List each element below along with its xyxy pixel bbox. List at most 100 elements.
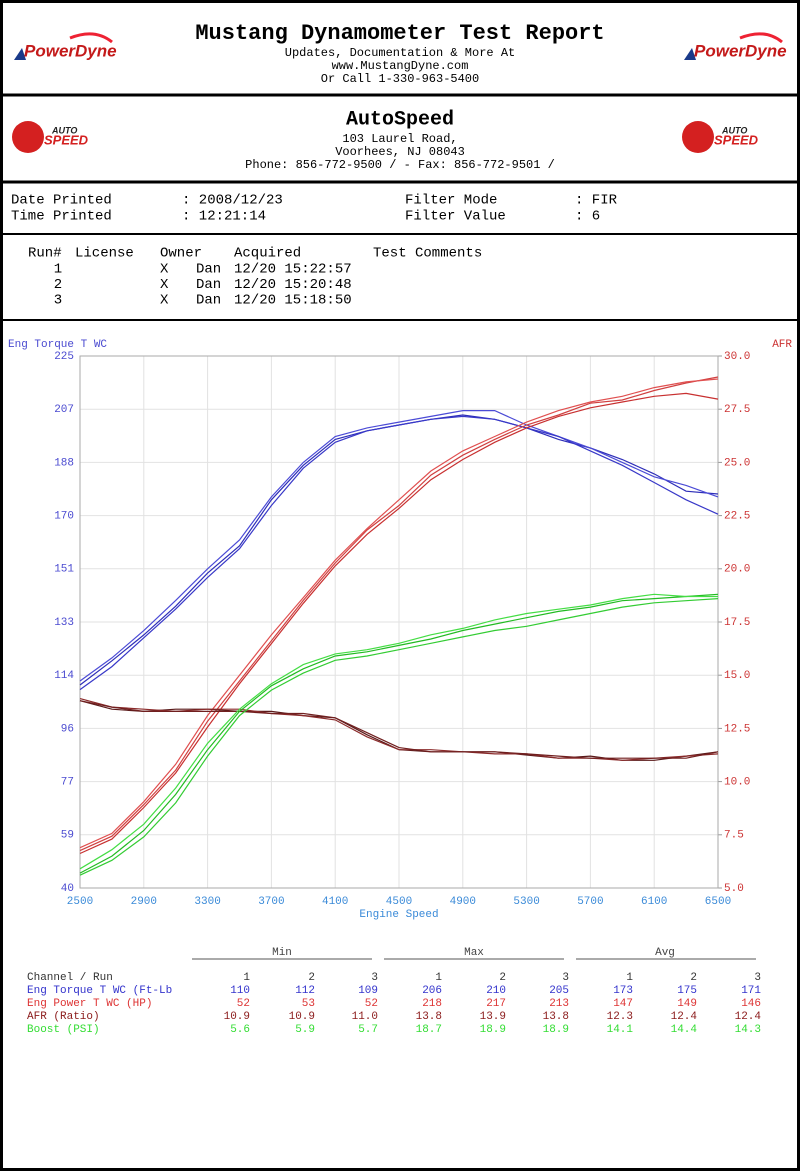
runs-cell: 12/20 15:22:57	[234, 262, 352, 278]
stats-cell: 217	[486, 998, 506, 1010]
x-tick-label: 4900	[450, 896, 476, 908]
series-line	[79, 410, 719, 682]
stats-cell: 206	[422, 985, 442, 997]
runs-cell: X	[160, 262, 169, 278]
y-axis-title: Eng Torque T WC	[8, 339, 107, 351]
stats-run: 2	[690, 972, 697, 984]
y-tick-label: 151	[54, 564, 74, 576]
y2-tick-label: 10.0	[724, 777, 750, 789]
shop-name: AutoSpeed	[346, 108, 454, 131]
logo-text: PowerDyne	[24, 41, 117, 60]
runs-cell: X	[160, 277, 169, 293]
stats-run: 1	[243, 972, 250, 984]
stats-cell: 12.3	[607, 1011, 633, 1023]
y-tick-label: 96	[61, 723, 74, 735]
stats-cell: 13.9	[480, 1011, 506, 1023]
stats-cell: 112	[295, 985, 315, 997]
runs-cell: 12/20 15:20:48	[234, 277, 352, 293]
y-tick-label: 170	[54, 511, 74, 523]
runs-cell: 1	[54, 262, 62, 278]
series-line	[79, 598, 719, 876]
info-text: : 2008/12/23	[182, 193, 283, 209]
stats-corner: Channel / Run	[27, 972, 113, 984]
runs-cell: 3	[54, 293, 62, 309]
logo: PowerDyne	[14, 32, 117, 60]
runs-header: Acquired	[234, 246, 301, 262]
y2-tick-label: 27.5	[724, 404, 750, 416]
stats-run: 2	[499, 972, 506, 984]
runs-cell: Dan	[196, 262, 221, 278]
runs-header: Run#	[28, 246, 62, 262]
stats-cell: 18.9	[480, 1024, 506, 1036]
logo-swoosh	[69, 32, 113, 44]
info-text: Filter Value	[405, 209, 506, 225]
stats-run: 1	[435, 972, 442, 984]
stats-cell: 218	[422, 998, 442, 1010]
stats-cell: 5.7	[358, 1024, 378, 1036]
y-tick-label: 225	[54, 351, 74, 363]
y2-tick-label: 25.0	[724, 457, 750, 469]
stats-cell: 110	[230, 985, 250, 997]
logo-text: AUTO	[51, 125, 77, 135]
series-line	[79, 593, 718, 870]
stats-cell: 109	[358, 985, 378, 997]
x-tick-label: 6100	[641, 896, 667, 908]
series-line	[79, 415, 719, 691]
info-text: Time Printed	[11, 209, 112, 225]
y-tick-label: 40	[61, 883, 74, 895]
stats-cell: 5.6	[230, 1024, 250, 1036]
logo-text: PowerDyne	[694, 41, 787, 60]
x-tick-label: 6500	[705, 896, 731, 908]
x-tick-label: 2900	[131, 896, 157, 908]
series-line	[79, 392, 719, 855]
runs-header: Test Comments	[373, 246, 482, 262]
stats-channel: Boost (PSI)	[27, 1024, 100, 1036]
series-line	[79, 698, 719, 761]
stats-cell: 13.8	[543, 1011, 569, 1023]
y2-axis-title: AFR	[772, 339, 792, 351]
shop-line: 103 Laurel Road,	[342, 132, 457, 146]
stats-cell: 14.4	[671, 1024, 698, 1036]
info-text: Date Printed	[11, 193, 112, 209]
stats-channel: AFR (Ratio)	[27, 1011, 100, 1023]
y2-tick-label: 12.5	[724, 723, 750, 735]
y2-tick-label: 20.0	[724, 564, 750, 576]
header-line: Updates, Documentation & More At	[285, 46, 515, 60]
info-text: Filter Mode	[405, 193, 497, 209]
series-line	[79, 376, 719, 852]
stats-group: Min	[272, 947, 292, 959]
y2-tick-label: 5.0	[724, 883, 744, 895]
stats-cell: 18.7	[416, 1024, 442, 1036]
logo-text: SPEED	[44, 132, 89, 147]
x-tick-label: 4500	[386, 896, 412, 908]
report-title: Mustang Dynamometer Test Report	[195, 21, 604, 46]
stats-cell: 52	[365, 998, 378, 1010]
stats-cell: 175	[677, 985, 697, 997]
stats-cell: 5.9	[295, 1024, 315, 1036]
logo-text: AUTO	[721, 125, 747, 135]
stats-cell: 14.3	[735, 1024, 761, 1036]
stats-run: 1	[626, 972, 633, 984]
stats-cell: 53	[302, 998, 315, 1010]
runs-header: License	[75, 246, 134, 262]
logo-text: SPEED	[714, 132, 759, 147]
stats-channel: Eng Power T WC (HP)	[27, 998, 152, 1010]
stats-cell: 173	[613, 985, 633, 997]
x-tick-label: 3300	[194, 896, 220, 908]
x-tick-label: 5300	[513, 896, 539, 908]
y2-tick-label: 30.0	[724, 351, 750, 363]
stats-cell: 12.4	[735, 1011, 762, 1023]
series-line	[79, 378, 719, 849]
header-line: Or Call 1-330-963-5400	[321, 72, 479, 86]
logo: PowerDyne	[684, 32, 787, 60]
y-tick-label: 133	[54, 617, 74, 629]
stats-cell: 18.9	[543, 1024, 569, 1036]
stats-group: Avg	[655, 947, 675, 959]
y-tick-label: 207	[54, 404, 74, 416]
stats-cell: 12.4	[671, 1011, 698, 1023]
stats-channel: Eng Torque T WC (Ft-Lb	[27, 985, 172, 997]
logo-icon	[14, 48, 26, 60]
